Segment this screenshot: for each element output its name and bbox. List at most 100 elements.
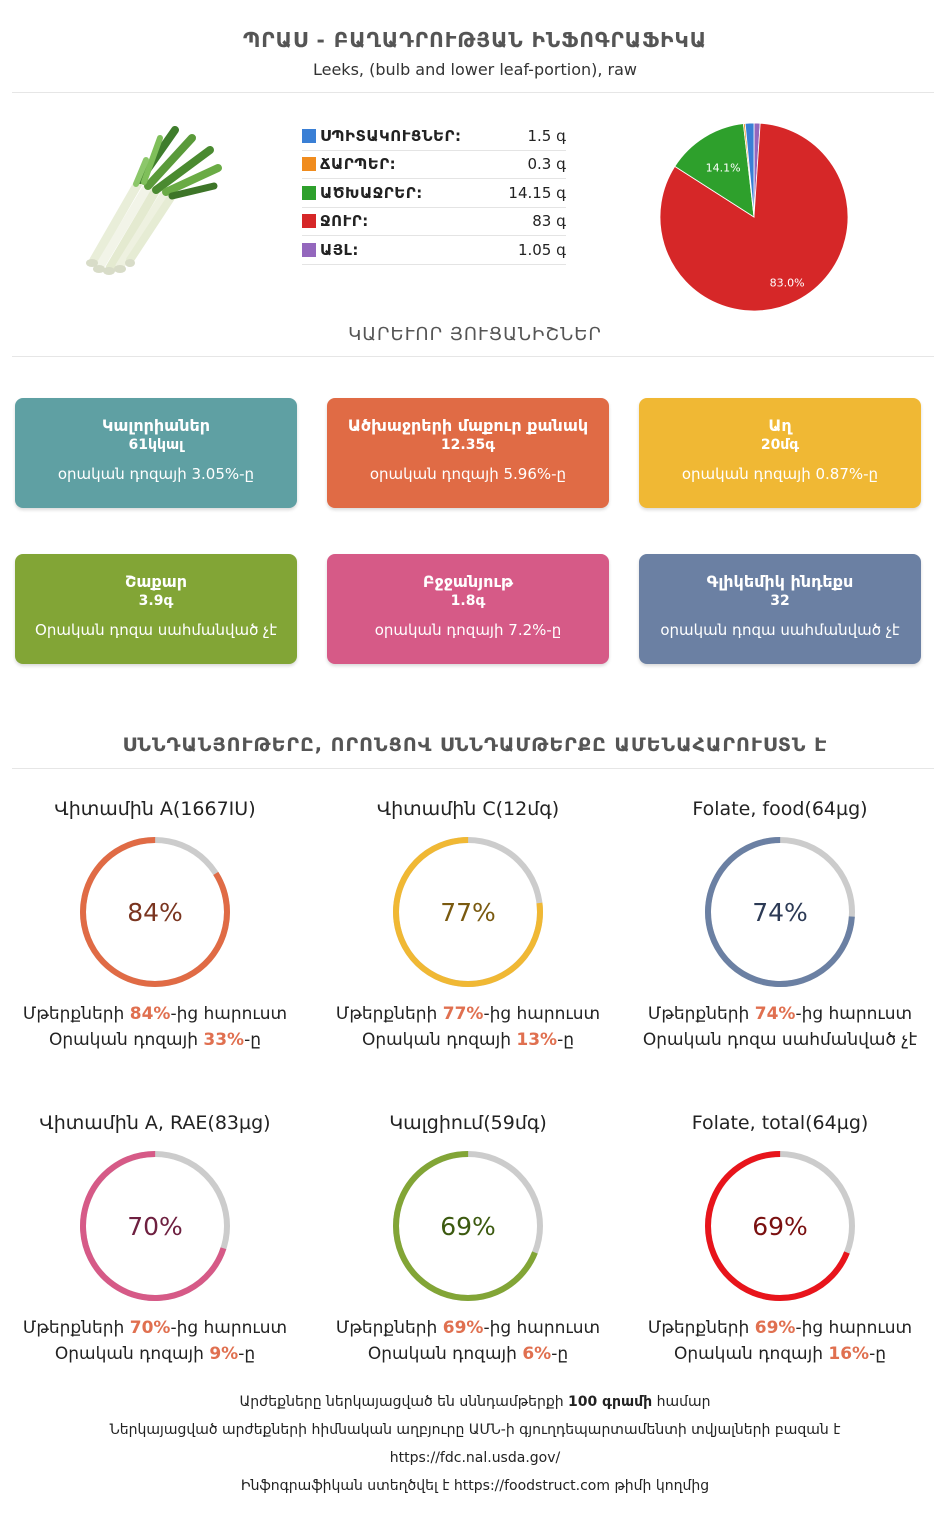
nutrient-rank-line: Մթերքների 69%-ից հարուստ bbox=[630, 1318, 930, 1338]
highlight-value: 77% bbox=[442, 1004, 484, 1024]
nutrient-rank-line: Մթերքների 84%-ից հարուստ bbox=[5, 1004, 305, 1024]
fact-card-name: Աղ bbox=[768, 416, 792, 435]
text: Մթերքների bbox=[22, 1318, 130, 1338]
nutrient-ring: 74% bbox=[705, 837, 855, 987]
fact-card-name: Ածխաջրերի մաքուր քանակ bbox=[347, 416, 589, 435]
text: -ից հարուստ bbox=[170, 1004, 288, 1024]
fact-card: Շաքար 3.9գ Օրական դոզա սահմանված չէ bbox=[15, 554, 297, 664]
footer-text: համար bbox=[652, 1394, 711, 1410]
nutrient-ring-block: Վիտամին A(1667IU) 84% Մթերքների 84%-ից հար… bbox=[5, 798, 305, 1050]
nutrient-daily-line: Օրական դոզայի 9%-ը bbox=[5, 1344, 305, 1364]
ring-percent-label: 69% bbox=[440, 1212, 496, 1241]
nutrient-ring-block: Folate, food(64µg) 74% Մթերքների 74%-ից հա… bbox=[630, 798, 930, 1050]
divider bbox=[12, 768, 934, 769]
text: -ը bbox=[557, 1030, 575, 1050]
text: -ը bbox=[238, 1344, 256, 1364]
text: Մթերքների bbox=[22, 1004, 130, 1024]
fact-card-value: 3.9գ bbox=[138, 593, 174, 609]
composition-value: 83 գ bbox=[532, 212, 566, 231]
composition-row: ԱՅԼ: 1.05 գ bbox=[302, 236, 566, 265]
text: Օրական դոզայի bbox=[54, 1344, 210, 1364]
pie-data-label: 14.1% bbox=[706, 162, 741, 175]
composition-value: 14.15 գ bbox=[508, 183, 566, 202]
composition-label: ՋՈՒՐ: bbox=[320, 212, 369, 231]
text: -ը bbox=[551, 1344, 569, 1364]
fact-card-daily: օրական դոզայի 5.96%-ը bbox=[369, 465, 567, 483]
highlight-value: 6% bbox=[522, 1344, 552, 1364]
nutrient-rank-line: Մթերքների 77%-ից հարուստ bbox=[318, 1004, 618, 1024]
footer-note: Արժեքները ներկայացված են սննդամթերքի 100… bbox=[0, 1394, 950, 1410]
legend-swatch bbox=[302, 185, 316, 200]
text: Մթերքների bbox=[647, 1004, 755, 1024]
fact-card-value: 1.8գ bbox=[450, 593, 486, 609]
ring-percent-label: 77% bbox=[440, 898, 496, 927]
highlight-value: 70% bbox=[129, 1318, 171, 1338]
key-facts-title: ԿԱՐԵՒՈՐ ՅՈՒՑԱՆԻՇՆԵՐ bbox=[348, 324, 602, 345]
composition-row: ՃԱՐՊԵՐ: 0.3 գ bbox=[302, 151, 567, 179]
nutrient-rank-line: Մթերքների 70%-ից հարուստ bbox=[5, 1318, 305, 1338]
page-subtitle: Leeks, (bulb and lower leaf-portion), ra… bbox=[312, 60, 637, 79]
fact-card-daily: օրական դոզա սահմանված չէ bbox=[660, 621, 900, 639]
text: -ից հարուստ bbox=[483, 1318, 601, 1338]
composition-value: 0.3 գ bbox=[527, 155, 567, 174]
legend-swatch bbox=[302, 242, 316, 257]
ring-percent-label: 84% bbox=[127, 898, 183, 927]
nutrient-ring-block: Վիտամին C(12մգ) 77% Մթերքների 77%-ից հարու… bbox=[318, 798, 618, 1050]
nutrient-title: Վիտամին A, RAE(83µg) bbox=[39, 1112, 271, 1134]
composition-label: ԱԾԽԱՋՐԵՐ: bbox=[320, 183, 423, 202]
text: Օրական դոզայի bbox=[673, 1344, 829, 1364]
nutrient-ring-block: Կալցիում(59մգ) 69% Մթերքների 69%-ից հարուս… bbox=[318, 1112, 618, 1364]
text: Մթերքների bbox=[335, 1318, 443, 1338]
fact-card-value: 12.35գ bbox=[440, 437, 496, 453]
ring-progress-arc bbox=[393, 837, 543, 987]
nutrient-daily-line: Օրական դոզայի 6%-ը bbox=[318, 1344, 618, 1364]
composition-row: ՍՊԻՏԱԿՈՒՑՆԵՐ: 1.5 գ bbox=[302, 122, 566, 151]
footer-credit: Ինֆոգրաֆիկան ստեղծվել է https://foodstru… bbox=[0, 1478, 950, 1494]
fact-card-daily: օրական դոզայի 3.05%-ը bbox=[57, 465, 255, 483]
fact-card: Ածխաջրերի մաքուր քանակ 12.35գ օրական դոզայ… bbox=[327, 398, 609, 508]
composition-label: ԱՅԼ: bbox=[320, 240, 359, 259]
ring-percent-label: 69% bbox=[752, 1212, 808, 1241]
nutrient-daily-line: Օրական դոզայի 16%-ը bbox=[630, 1344, 930, 1364]
fact-card-name: Բջջանյութ bbox=[422, 572, 514, 591]
nutrient-title: Folate, food(64µg) bbox=[692, 798, 868, 820]
nutrient-title: Կալցիում(59մգ) bbox=[389, 1112, 547, 1134]
nutrient-daily-line: Օրական դոզայի 13%-ը bbox=[318, 1030, 618, 1050]
legend-swatch bbox=[302, 128, 316, 143]
fact-card: Աղ 20մգ օրական դոզայի 0.87%-ը bbox=[639, 398, 921, 508]
nutrient-ring: 77% bbox=[393, 837, 543, 987]
pie-slice-0 bbox=[744, 122, 755, 218]
nutrients-title: ՍՆՆԴԱՆՅՈՒԹԵՐԸ, ՈՐՈՆՑՈՎ ՍՆՆԴԱՄԹԵՐՔԸ ԱՄԵՆԱ… bbox=[122, 734, 828, 756]
composition-label: ՃԱՐՊԵՐ: bbox=[320, 155, 397, 174]
text: Օրական դոզայի bbox=[361, 1030, 517, 1050]
leek-image bbox=[86, 126, 222, 275]
highlight-value: 69% bbox=[442, 1318, 484, 1338]
text: Օրական դոզայի bbox=[48, 1030, 204, 1050]
page-title: ՊՐԱՍ - ԲԱՂԱԴՐՈՒԹՅԱՆ ԻՆՖՈԳՐԱՖԻԿԱ bbox=[242, 28, 708, 52]
footer-source-link[interactable]: https://fdc.nal.usda.gov/ bbox=[389, 1450, 561, 1466]
nutrient-title: Folate, total(64µg) bbox=[691, 1112, 869, 1134]
text: Մթերքների bbox=[647, 1318, 755, 1338]
ring-progress-arc bbox=[705, 837, 855, 987]
ring-progress-arc bbox=[705, 1151, 855, 1301]
highlight-value: 13% bbox=[516, 1030, 558, 1050]
nutrient-ring: 84% bbox=[80, 837, 230, 987]
footer-credit-link[interactable]: https://foodstruct.com bbox=[453, 1478, 610, 1494]
nutrient-rank-line: Մթերքների 74%-ից հարուստ bbox=[630, 1004, 930, 1024]
fact-card: Բջջանյութ 1.8գ օրական դոզայի 7.2%-ը bbox=[327, 554, 609, 664]
text: -ից հարուստ bbox=[170, 1318, 288, 1338]
footer-bold: 100 գրամի bbox=[568, 1394, 653, 1410]
nutrient-ring-block: Folate, total(64µg) 69% Մթերքների 69%-ից հ… bbox=[630, 1112, 930, 1364]
pie-data-label: 83.0% bbox=[770, 276, 805, 289]
ring-percent-label: 74% bbox=[752, 898, 808, 927]
composition-row: ՋՈՒՐ: 83 գ bbox=[302, 208, 566, 236]
text: -ից հարուստ bbox=[483, 1004, 601, 1024]
fact-card-name: Շաքար bbox=[124, 572, 187, 591]
fact-card-value: 32 bbox=[770, 593, 790, 609]
highlight-value: 84% bbox=[129, 1004, 171, 1024]
highlight-value: 9% bbox=[209, 1344, 239, 1364]
fact-card: Գլիկեմիկ ինդեքս 32 օրական դոզա սահմանված չ… bbox=[639, 554, 921, 664]
ring-progress-arc bbox=[80, 1151, 230, 1301]
highlight-value: 69% bbox=[754, 1318, 796, 1338]
text: Մթերքների bbox=[335, 1004, 443, 1024]
